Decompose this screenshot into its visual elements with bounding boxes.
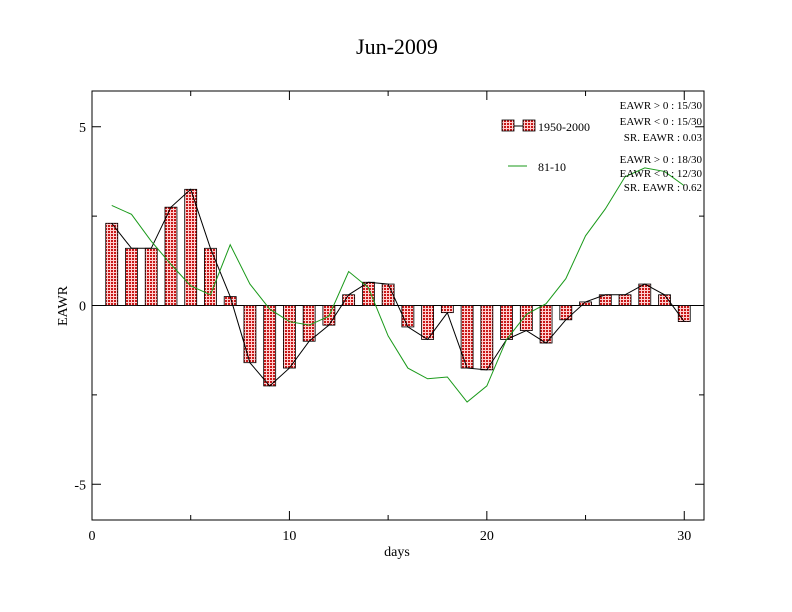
bar-day-3 [144,247,158,306]
series-line-1950-2000 [111,188,685,387]
bar-day-30 [677,305,691,322]
bar-day-24 [559,305,573,321]
tick-labels: 0 10 20 30 -5 0 5 [74,121,691,544]
stat-8110-sr: SR. EAWR : 0.62 [624,182,702,194]
bar-day-18 [440,305,454,314]
bar-day-27 [618,294,632,306]
bar-day-14 [361,281,375,306]
x-tick-label-30: 30 [677,529,691,544]
bar-day-10 [283,305,296,369]
bar-day-2 [125,247,138,306]
x-tick-label-10: 10 [282,529,296,544]
y-tick-label--5: -5 [74,478,86,493]
bar-day-15 [381,283,395,306]
y-tick-label-0: 0 [79,300,86,315]
bar-day-19 [460,305,474,369]
bar-day-13 [342,294,356,306]
legend-swatch-1950-2000 [501,119,515,132]
bar-day-8 [243,305,257,364]
bar-day-6 [204,247,217,306]
stats-block: EAWR > 0 : 15/30 EAWR < 0 : 15/30 SR. EA… [620,100,703,194]
x-tick-label-20: 20 [480,529,494,544]
x-axis-label: days [384,545,410,560]
x-tick-label-0: 0 [89,529,96,544]
bar-day-16 [401,305,415,328]
stat-8110-negative: EAWR < 0 : 12/30 [620,168,703,180]
stat-8110-positive: EAWR > 0 : 18/30 [620,154,703,166]
stat-1950-sr: SR. EAWR : 0.03 [624,132,703,144]
series-line-81-10 [111,167,685,403]
legend: 1950-2000 81-10 [501,119,590,174]
legend-swatch-1950-2000-b [522,119,536,132]
legend-label-81-10: 81-10 [538,160,566,174]
bar-day-1 [105,222,119,306]
y-tick-label-5: 5 [79,121,86,136]
line-layer [111,167,685,403]
bar-day-9 [263,305,277,387]
bar-day-28 [638,283,652,306]
y-axis-label: EAWR [56,285,71,326]
chart-title: Jun-2009 [356,34,438,59]
axis-ticks [91,91,704,520]
legend-label-1950-2000: 1950-2000 [538,120,590,134]
bar-day-22 [519,305,533,331]
bar-day-4 [164,206,178,306]
stat-1950-negative: EAWR < 0 : 15/30 [620,116,703,128]
stat-1950-positive: EAWR > 0 : 15/30 [620,100,703,112]
bar-series-1950-2000 [105,188,691,387]
bar-day-20 [480,305,494,371]
